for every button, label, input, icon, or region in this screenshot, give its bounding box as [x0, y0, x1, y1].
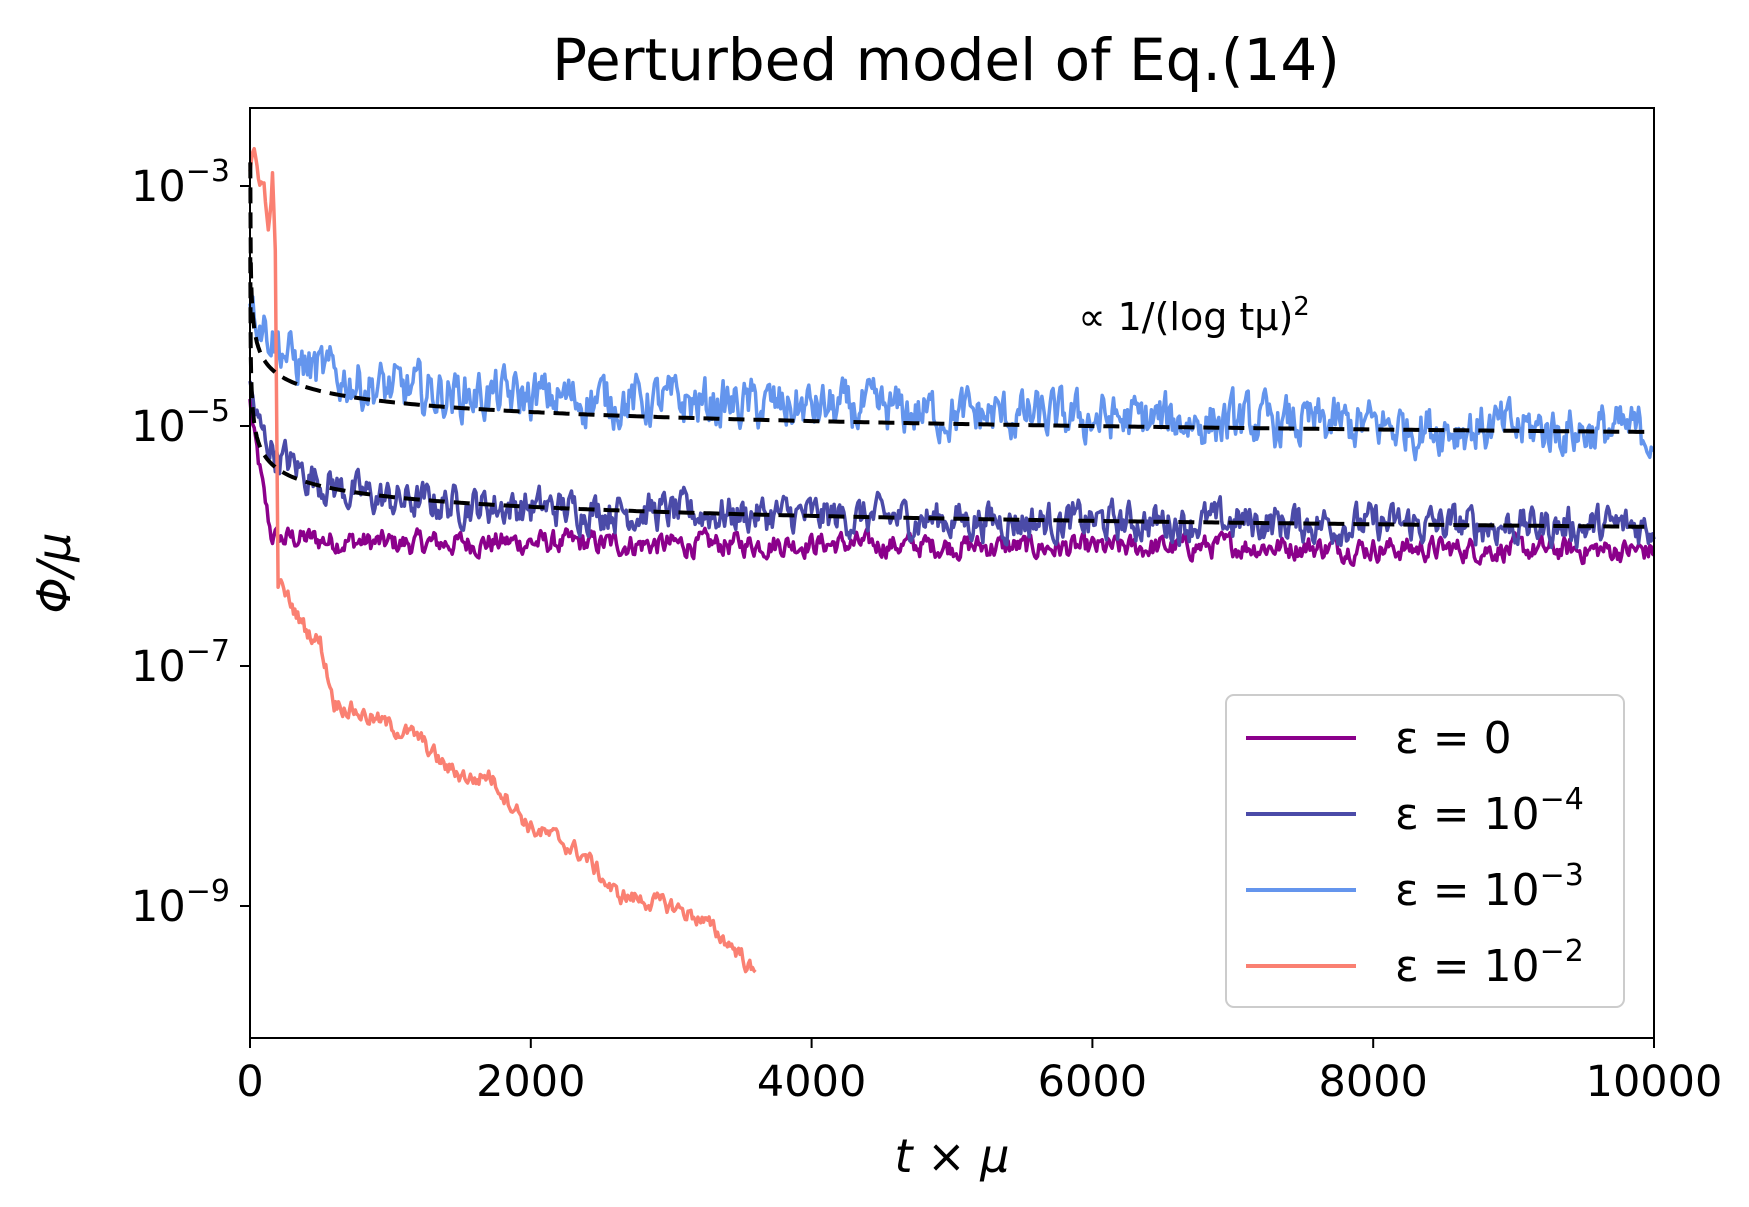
series-line-0 — [248, 398, 1656, 567]
legend-label-3: ε = 10−2 — [1395, 934, 1584, 992]
y-axis-label: Φ/μ — [27, 533, 81, 614]
fit-annotation-exp: 2 — [1293, 292, 1310, 322]
series-layer — [248, 146, 1656, 974]
fit-curve-1 — [248, 257, 1654, 529]
legend-label-0: ε = 0 — [1395, 713, 1512, 764]
plot-area: 0 2000 4000 6000 8000 10000 10−3 10−5 10−7 10−9 — [131, 107, 1722, 1107]
legend-box — [1225, 694, 1625, 1008]
x-tick-label-1: 2000 — [476, 1057, 585, 1107]
x-tick-label-4: 8000 — [1318, 1057, 1427, 1107]
x-axis-label: t × μ — [894, 1129, 1009, 1183]
legend-label-2: ε = 10−3 — [1395, 858, 1584, 916]
x-tick-label-0: 0 — [236, 1057, 263, 1107]
x-tick-label-3: 6000 — [1038, 1057, 1147, 1107]
fit-annotation: ∝ 1/(log tμ)2 — [1078, 292, 1309, 339]
legend-label-1: ε = 10−4 — [1395, 782, 1584, 840]
y-tick-label-2: 10−7 — [131, 634, 230, 692]
plot-frame — [249, 107, 1655, 1039]
x-tick-label-2: 4000 — [757, 1057, 866, 1107]
x-tick-label-5: 10000 — [1586, 1057, 1723, 1107]
fit-layer — [248, 162, 1654, 529]
y-tick-label-1: 10−5 — [131, 394, 230, 452]
fit-annotation-text: ∝ 1/(log tμ) — [1078, 295, 1293, 339]
series-line-2 — [248, 295, 1655, 462]
fit-curve-0 — [248, 162, 1654, 434]
ticks-layer: 0 2000 4000 6000 8000 10000 10−3 10−5 10−7 10−9 — [131, 154, 1722, 1107]
series-line-3 — [248, 146, 757, 974]
series-line-1 — [248, 380, 1656, 550]
chart-title: Perturbed model of Eq.(14) — [552, 26, 1340, 94]
legend-items: ε = 0 ε = 10−4 ε = 10−3 ε = 10−2 — [1246, 713, 1584, 992]
y-tick-label-0: 10−3 — [131, 154, 230, 212]
y-tick-label-3: 10−9 — [131, 874, 230, 932]
legend: ε = 0 ε = 10−4 ε = 10−3 ε = 10−2 — [1225, 694, 1625, 1008]
